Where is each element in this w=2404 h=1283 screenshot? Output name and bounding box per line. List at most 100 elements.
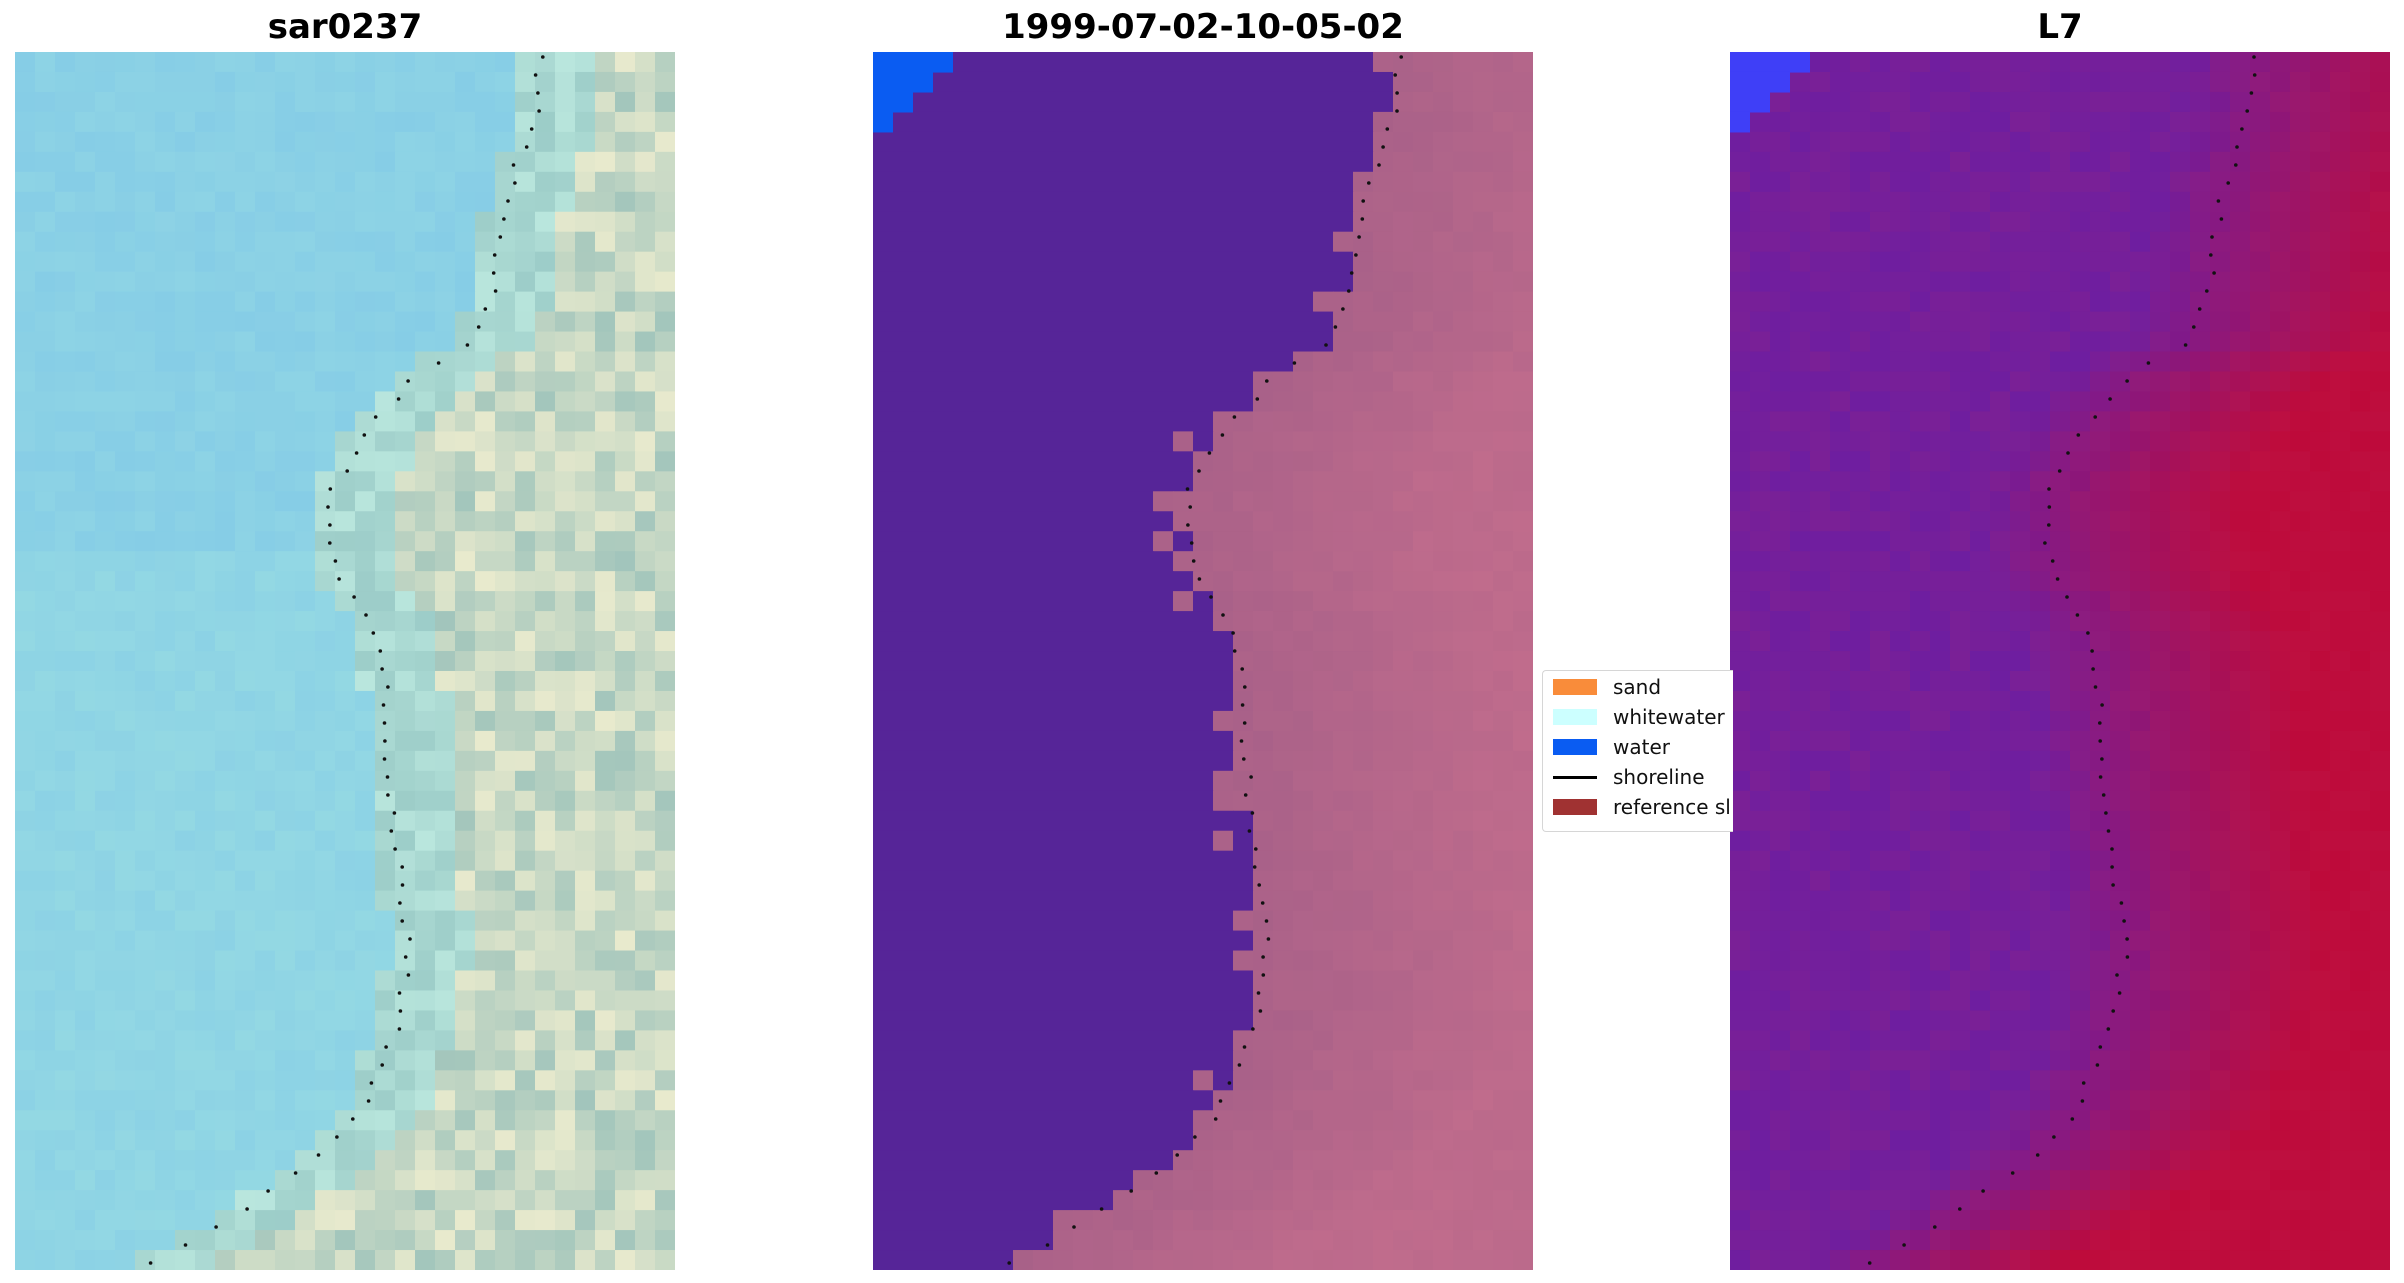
shoreline-point: [436, 361, 441, 365]
shoreline-point: [2055, 577, 2060, 581]
shoreline-point: [1381, 145, 1385, 149]
shoreline-point: [2192, 325, 2196, 329]
shoreline-point: [1933, 1225, 1937, 1229]
shoreline-point: [2035, 1153, 2040, 1157]
shoreline-point: [1188, 505, 1192, 509]
shoreline-point: [1209, 595, 1213, 599]
shoreline-point: [1256, 991, 1261, 995]
index-image: [1730, 52, 2390, 1270]
legend-item-reference-shoreline: reference sl: [1553, 793, 1733, 821]
shoreline-point: [2146, 361, 2151, 365]
shoreline-point: [1333, 325, 1338, 329]
whitewater-swatch: [1553, 709, 1597, 725]
shoreline-point: [369, 1081, 374, 1085]
shoreline-point: [333, 559, 338, 563]
shoreline-point: [1243, 793, 1248, 797]
shoreline-point: [397, 1027, 402, 1031]
shoreline-point: [1007, 1261, 1011, 1265]
shoreline-point: [396, 397, 401, 401]
water-corner: [873, 111, 893, 133]
shoreline-point: [2216, 199, 2221, 203]
shoreline-line-swatch: [1553, 776, 1597, 779]
shoreline-point: [1231, 631, 1235, 635]
shoreline-point: [2093, 685, 2098, 689]
shoreline-point: [2075, 613, 2080, 617]
shoreline-point: [1261, 973, 1266, 977]
shoreline-point: [1255, 397, 1260, 401]
shoreline-point: [1265, 379, 1269, 383]
shoreline-point: [1264, 919, 1269, 923]
shoreline-point: [492, 253, 497, 257]
shoreline-point: [493, 289, 498, 293]
shoreline-point: [1349, 271, 1354, 275]
shoreline-point: [2125, 937, 2129, 941]
shoreline-point: [1045, 1243, 1050, 1247]
shoreline-point: [1193, 1135, 1197, 1139]
shoreline-point: [1175, 1153, 1179, 1157]
shoreline-point: [293, 1171, 298, 1175]
shoreline-point: [1361, 199, 1365, 203]
shoreline-point: [328, 487, 333, 491]
legend-item-whitewater: whitewater: [1553, 703, 1733, 731]
shoreline-point: [403, 955, 408, 959]
shoreline-point: [1240, 667, 1244, 671]
shoreline-point: [533, 73, 538, 77]
shoreline-point: [1367, 181, 1371, 185]
shoreline-point: [2119, 901, 2124, 905]
shoreline-point: [1197, 577, 1202, 581]
shoreline-point: [1185, 487, 1190, 491]
shoreline-point: [1266, 937, 1271, 941]
shoreline-point: [2111, 883, 2115, 887]
shoreline-point: [1261, 955, 1265, 959]
rgb-image: [15, 52, 675, 1270]
shoreline-point: [351, 1117, 355, 1121]
shoreline-point: [2098, 739, 2102, 743]
shoreline-point: [1239, 739, 1244, 743]
shoreline-point: [524, 145, 529, 149]
shoreline-point: [1347, 289, 1351, 293]
shoreline-point: [2101, 793, 2106, 797]
shoreline-point: [1354, 253, 1358, 257]
water-corner: [873, 91, 913, 113]
shoreline-point: [1902, 1243, 1906, 1247]
shoreline-point: [214, 1225, 218, 1229]
water-corner: [873, 71, 933, 93]
shoreline-point: [1341, 307, 1345, 311]
shoreline-point: [398, 901, 402, 905]
shoreline-point: [1981, 1189, 1985, 1193]
shoreline-point: [352, 595, 356, 599]
shoreline-point: [1154, 1171, 1159, 1175]
shoreline-point: [245, 1207, 249, 1211]
water-corner: [1730, 91, 1770, 113]
shoreline-point: [384, 1045, 388, 1049]
shoreline-point: [2098, 1045, 2103, 1049]
shoreline-point: [380, 1063, 385, 1067]
shoreline-point: [2010, 1171, 2015, 1175]
shoreline-point: [386, 685, 390, 689]
shoreline-point: [326, 505, 330, 509]
shoreline-point: [373, 415, 378, 419]
shoreline-point: [2110, 865, 2114, 869]
shoreline-point: [1189, 541, 1194, 545]
shoreline-point: [2090, 649, 2094, 653]
shoreline-point: [537, 109, 541, 113]
shoreline-point: [1958, 1207, 1962, 1211]
panel-title-classified: 1999-07-02-10-05-02: [1002, 7, 1404, 47]
shoreline-point: [2076, 433, 2081, 437]
shoreline-point: [1227, 1081, 1232, 1085]
shoreline-point: [148, 1261, 153, 1265]
shoreline-point: [1242, 721, 1247, 725]
shoreline-point: [2050, 559, 2055, 563]
shoreline-point: [2219, 217, 2224, 221]
shoreline-point: [1357, 235, 1361, 239]
shoreline-point: [1250, 811, 1255, 815]
rgb-image-panel: [15, 52, 675, 1270]
legend-item-shoreline: shoreline: [1553, 763, 1733, 791]
shoreline-point: [2093, 415, 2097, 419]
shoreline-point: [2065, 595, 2069, 599]
legend: sand whitewater water shoreline referenc…: [1542, 670, 1733, 832]
legend-label-reference-shoreline: reference sl: [1613, 795, 1731, 819]
shoreline-point: [2081, 1081, 2086, 1085]
shoreline-point: [393, 847, 397, 851]
shoreline-point: [2183, 343, 2188, 347]
